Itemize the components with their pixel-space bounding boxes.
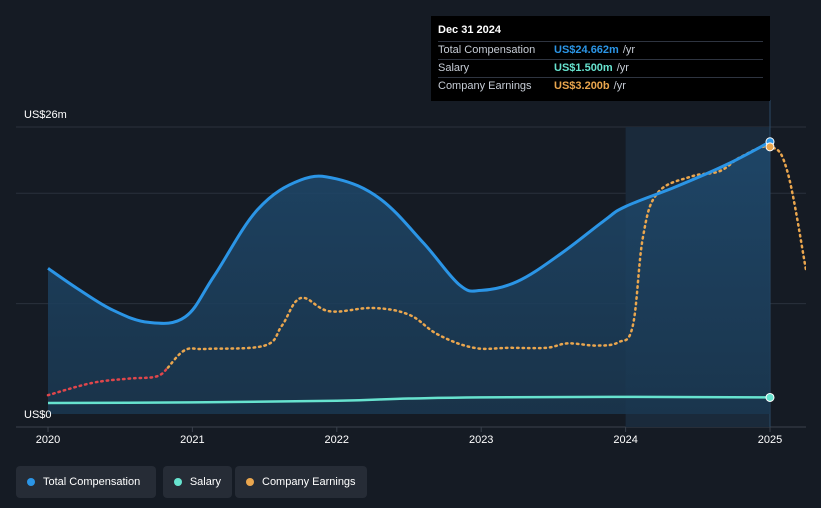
tooltip-label: Total Compensation	[438, 44, 536, 56]
legend-item-salary[interactable]: Salary	[163, 466, 232, 498]
salary-line	[47, 395, 771, 405]
x-axis: 2020 2021 2022 2023 2024 2025	[36, 427, 782, 446]
legend-label: Salary	[189, 476, 221, 488]
x-tick-label: 2025	[758, 434, 782, 446]
legend-label: Total Compensation	[43, 476, 141, 488]
legend-dot-icon	[27, 478, 35, 486]
tooltip-unit: /yr	[616, 62, 629, 74]
x-tick-label: 2023	[469, 434, 493, 446]
company-earnings-line	[166, 145, 806, 369]
marker-layer	[765, 137, 775, 402]
company-earnings-marker	[765, 142, 775, 152]
legend-dot-icon	[174, 478, 182, 486]
x-tick-label: 2020	[36, 434, 60, 446]
tooltip-label: Company Earnings	[438, 80, 532, 92]
legend-dot-icon	[246, 478, 254, 486]
tooltip-row-salary: Salary US$1.500m /yr	[438, 60, 763, 78]
line-layer	[46, 140, 806, 405]
tooltip-row-company-earnings: Company Earnings US$3.200b /yr	[438, 78, 763, 95]
total-compensation-line	[47, 140, 771, 325]
legend-item-total-compensation[interactable]: Total Compensation	[16, 466, 156, 498]
x-tick-label: 2021	[180, 434, 204, 446]
tooltip-date: Dec 31 2024	[438, 24, 763, 42]
legend-label: Company Earnings	[262, 476, 356, 488]
x-tick-label: 2022	[325, 434, 349, 446]
y-axis-bottom-label: US$0	[24, 409, 52, 421]
tooltip-value: US$3.200b	[554, 80, 610, 92]
tooltip-value: US$1.500m	[554, 62, 613, 74]
tooltip: Dec 31 2024 Total Compensation US$24.662…	[431, 16, 770, 101]
legend-item-company-earnings[interactable]: Company Earnings	[235, 466, 367, 498]
y-axis-top-label: US$26m	[24, 109, 67, 121]
tooltip-unit: /yr	[613, 80, 626, 92]
x-tick-label: 2024	[613, 434, 637, 446]
tooltip-value: US$24.662m	[554, 44, 619, 56]
tooltip-label: Salary	[438, 62, 470, 74]
company-earnings-line-negative	[46, 366, 170, 397]
salary-marker	[765, 392, 775, 402]
tooltip-unit: /yr	[622, 44, 636, 56]
tooltip-row-total-compensation: Total Compensation US$24.662m /yr	[438, 42, 763, 60]
